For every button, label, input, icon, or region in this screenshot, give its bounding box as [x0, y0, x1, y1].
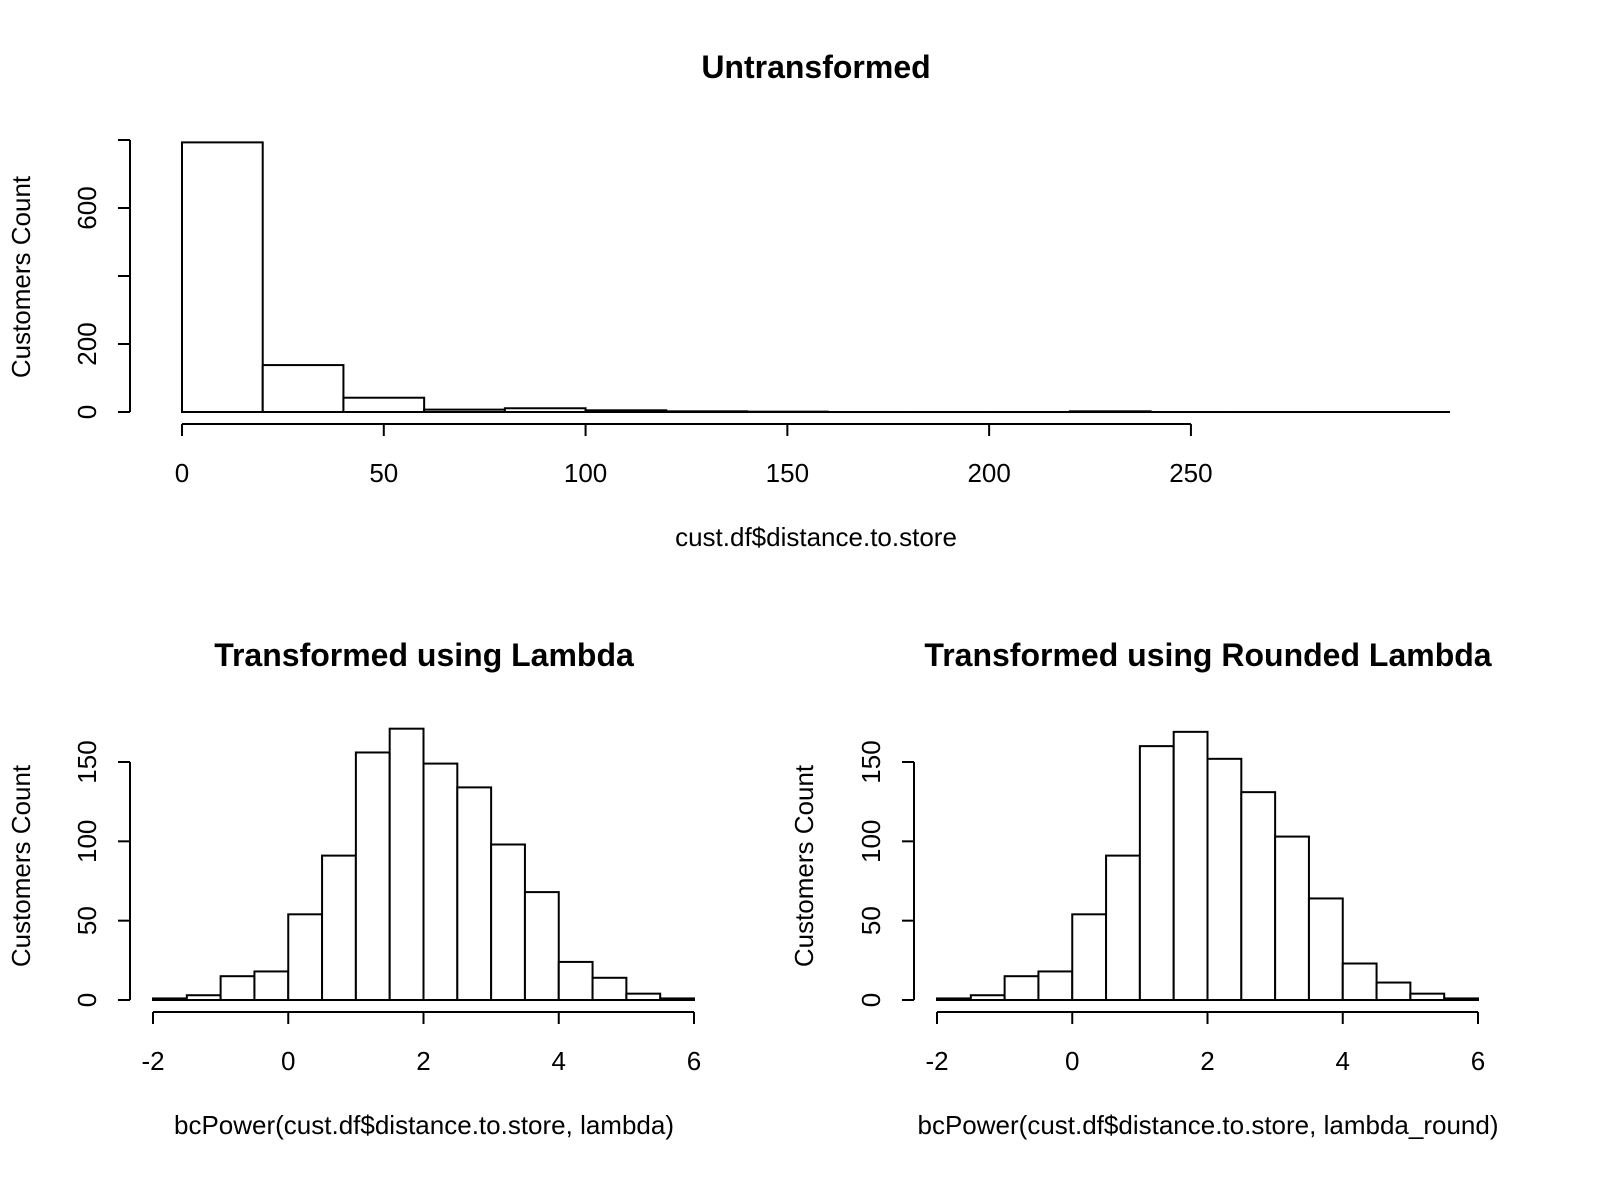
histogram-bar	[557, 960, 594, 1001]
histogram-bar	[1172, 730, 1209, 1001]
histogram-bar	[490, 843, 526, 1001]
y-tick-label: 0	[856, 993, 886, 1007]
histogram-bar	[1105, 854, 1141, 1002]
histogram-bar	[659, 997, 695, 1001]
y-axis: 0 50 100 150	[856, 740, 915, 1007]
x-axis: -2 0 2 4 6	[141, 1011, 701, 1076]
y-tick-label: 100	[856, 820, 886, 863]
x-tick-label: 0	[175, 458, 189, 488]
bars	[152, 727, 695, 1002]
histogram-bar	[261, 364, 345, 413]
x-tick-label: 4	[552, 1046, 566, 1076]
histogram-bar	[1443, 997, 1479, 1001]
x-tick-label: 0	[281, 1046, 295, 1076]
histogram-bar	[1206, 757, 1243, 1001]
y-tick-label: 150	[856, 740, 886, 783]
histogram-bar	[423, 408, 506, 413]
x-tick-label: 2	[416, 1046, 430, 1076]
histogram-bar	[1409, 992, 1446, 1001]
histogram-bar	[1307, 897, 1344, 1001]
x-tick-label: 2	[1200, 1046, 1214, 1076]
histogram-bar	[1071, 913, 1108, 1002]
x-axis-label: bcPower(cust.df$distance.to.store, lambd…	[174, 1110, 674, 1140]
x-tick-label: -2	[925, 1046, 948, 1076]
histogram-bar	[456, 786, 493, 1001]
histogram-bar	[523, 891, 560, 1002]
chart-title: Transformed using Rounded Lambda	[924, 637, 1491, 673]
histogram-bar	[388, 727, 425, 1001]
histogram-bar	[181, 141, 264, 413]
y-tick-label: 0	[72, 993, 102, 1007]
histogram-bar	[354, 751, 391, 1001]
histogram-bar	[1341, 962, 1378, 1001]
histogram-bar	[321, 854, 357, 1002]
bars	[936, 730, 1479, 1002]
y-tick-label: 600	[72, 186, 102, 229]
histogram-bar	[625, 992, 662, 1001]
chart-title: Transformed using Lambda	[214, 637, 634, 673]
panel-untransformed: Untransformed cust.df$distance.to.store …	[6, 49, 1450, 552]
x-tick-label: 4	[1336, 1046, 1350, 1076]
y-axis: 0 50 100 150	[72, 740, 131, 1007]
histogram-bar	[591, 976, 628, 1002]
histogram-bar	[1037, 970, 1074, 1002]
histogram-bar	[936, 997, 972, 1001]
histogram-bar	[219, 975, 256, 1002]
x-tick-label: 200	[967, 458, 1010, 488]
axes: 0 50 100 150 200 250 0 200 600	[72, 139, 1213, 488]
chart-title: Untransformed	[701, 49, 930, 85]
histogram-bar	[1375, 981, 1412, 1002]
y-tick-label: 200	[72, 322, 102, 365]
axes: -2 0 2 4 6 0 50 100 150	[72, 740, 701, 1076]
y-axis-label: Customers Count	[6, 175, 36, 378]
histogram-bar	[1240, 791, 1277, 1001]
y-axis: 0 200 600	[72, 139, 131, 419]
y-tick-label: 50	[856, 906, 886, 935]
panel-transformed-rounded-lambda: Transformed using Rounded Lambda bcPower…	[789, 637, 1498, 1140]
panel-transformed-lambda: Transformed using Lambda bcPower(cust.df…	[6, 637, 701, 1140]
histogram-bar	[1003, 975, 1040, 1002]
histogram-bar	[253, 970, 290, 1002]
y-tick-label: 0	[72, 405, 102, 419]
bars	[181, 141, 1450, 414]
histogram-bar	[185, 994, 222, 1001]
x-tick-label: 50	[369, 458, 398, 488]
histogram-bar	[342, 396, 426, 414]
y-tick-label: 150	[72, 740, 102, 783]
x-axis-label: cust.df$distance.to.store	[675, 522, 957, 552]
axes: -2 0 2 4 6 0 50 100 150	[856, 740, 1485, 1076]
histogram-bar	[287, 913, 324, 1002]
x-axis-label: bcPower(cust.df$distance.to.store, lambd…	[918, 1110, 1499, 1140]
histogram-bar	[503, 407, 587, 414]
histogram-bar	[1274, 835, 1310, 1001]
histogram-bar	[665, 410, 748, 414]
y-axis-label: Customers Count	[6, 764, 36, 967]
x-axis: -2 0 2 4 6	[925, 1011, 1485, 1076]
x-tick-label: 100	[564, 458, 607, 488]
x-tick-label: 6	[1471, 1046, 1485, 1076]
histogram-bar	[152, 997, 188, 1001]
y-tick-label: 100	[72, 820, 102, 863]
x-axis: 0 50 100 150 200 250	[175, 423, 1213, 488]
x-tick-label: 6	[687, 1046, 701, 1076]
x-tick-label: 250	[1169, 458, 1212, 488]
histogram-bar	[969, 994, 1006, 1001]
x-tick-label: -2	[141, 1046, 164, 1076]
x-tick-label: 0	[1065, 1046, 1079, 1076]
y-axis-label: Customers Count	[789, 764, 819, 967]
y-tick-label: 50	[72, 906, 102, 935]
histogram-bar	[1138, 745, 1175, 1002]
histogram-bar	[1068, 410, 1152, 414]
x-tick-label: 150	[766, 458, 809, 488]
histogram-bar	[584, 409, 668, 413]
histogram-bar	[422, 762, 459, 1001]
